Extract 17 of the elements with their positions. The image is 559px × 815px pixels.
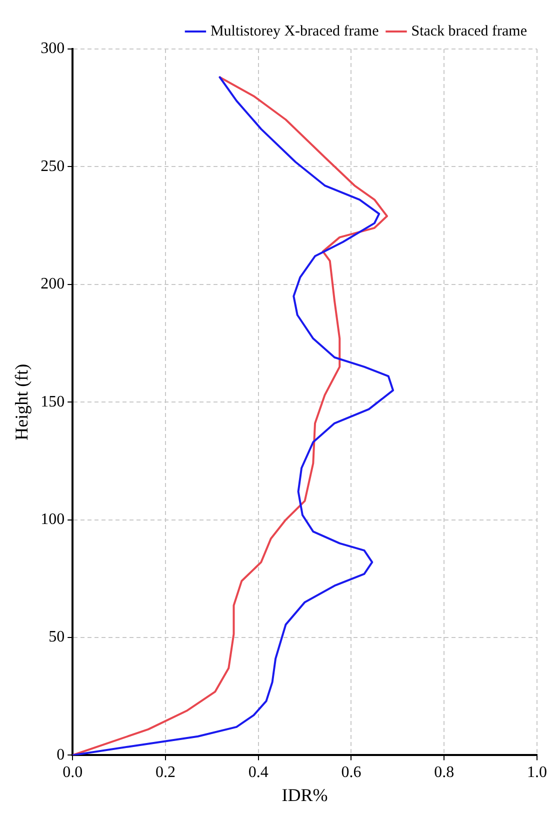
y-tick-label: 150 [40, 393, 65, 410]
y-tick-label: 0 [56, 746, 65, 764]
y-tick-label: 50 [48, 628, 65, 646]
y-tick-label: 300 [40, 40, 65, 58]
x-tick-label: 0.4 [248, 764, 268, 782]
x-axis-title: IDR% [282, 784, 328, 805]
y-tick-label: 200 [40, 276, 65, 293]
y-tick-label: 100 [40, 511, 65, 528]
x-tick-label: 1.0 [527, 764, 547, 782]
x-tick-label: 0.2 [155, 764, 176, 782]
x-tick-label: 0.6 [341, 764, 362, 782]
x-tick-label: 0.0 [62, 764, 83, 782]
y-axis-title: Height (ft) [12, 364, 32, 440]
legend-label: Multistorey X-braced frame [210, 23, 380, 40]
y-tick-label: 250 [40, 158, 65, 175]
x-tick-label: 0.8 [434, 764, 454, 782]
legend-label: Stack braced frame [411, 23, 528, 40]
